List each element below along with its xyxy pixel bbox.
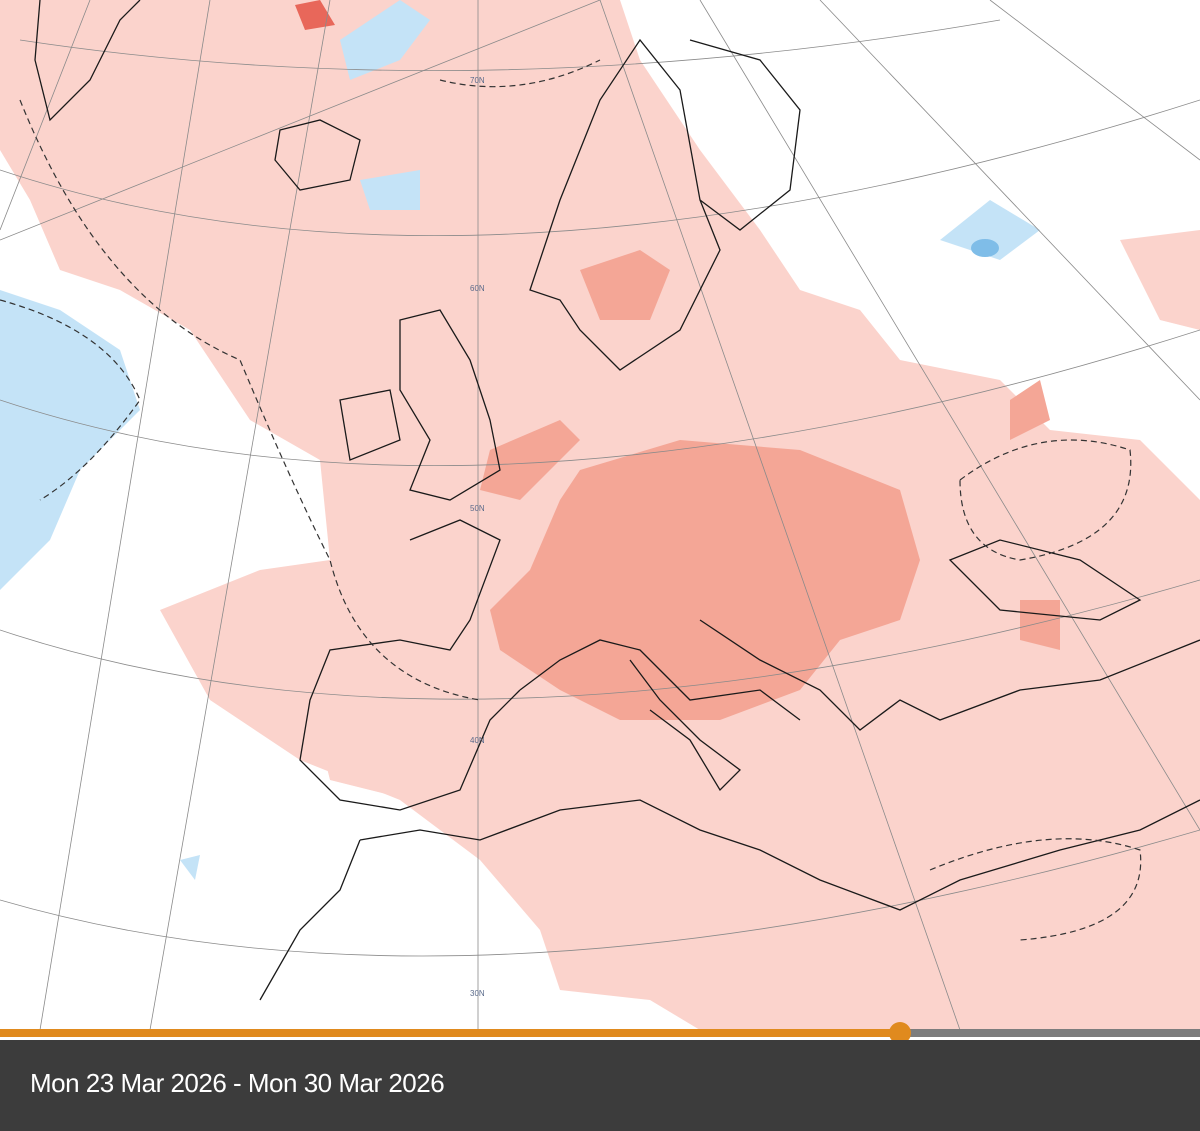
- significance-contours: [0, 59, 1142, 941]
- very-warm-anomaly-region: [295, 0, 335, 30]
- cold-anomaly-region: [0, 0, 1040, 880]
- lat-label-70n: 70N: [470, 76, 485, 85]
- coastlines: [34, 0, 1200, 1001]
- slider-progress: [0, 1029, 900, 1037]
- weather-anomaly-map: 70N 60N 50N 40N 30N: [0, 0, 1200, 1030]
- timeline-slider[interactable]: [0, 1022, 1200, 1044]
- lat-label-40n: 40N: [470, 736, 485, 745]
- slider-handle[interactable]: [889, 1022, 911, 1044]
- timeline-footer: Mon 23 Mar 2026 - Mon 30 Mar 2026: [0, 1040, 1200, 1131]
- lat-label-30n: 30N: [470, 989, 485, 998]
- latitude-labels: 70N 60N 50N 40N 30N: [470, 76, 485, 998]
- lat-label-60n: 60N: [470, 284, 485, 293]
- graticule: [0, 0, 1200, 1030]
- lat-label-50n: 50N: [470, 504, 485, 513]
- date-range-label: Mon 23 Mar 2026 - Mon 30 Mar 2026: [30, 1068, 445, 1098]
